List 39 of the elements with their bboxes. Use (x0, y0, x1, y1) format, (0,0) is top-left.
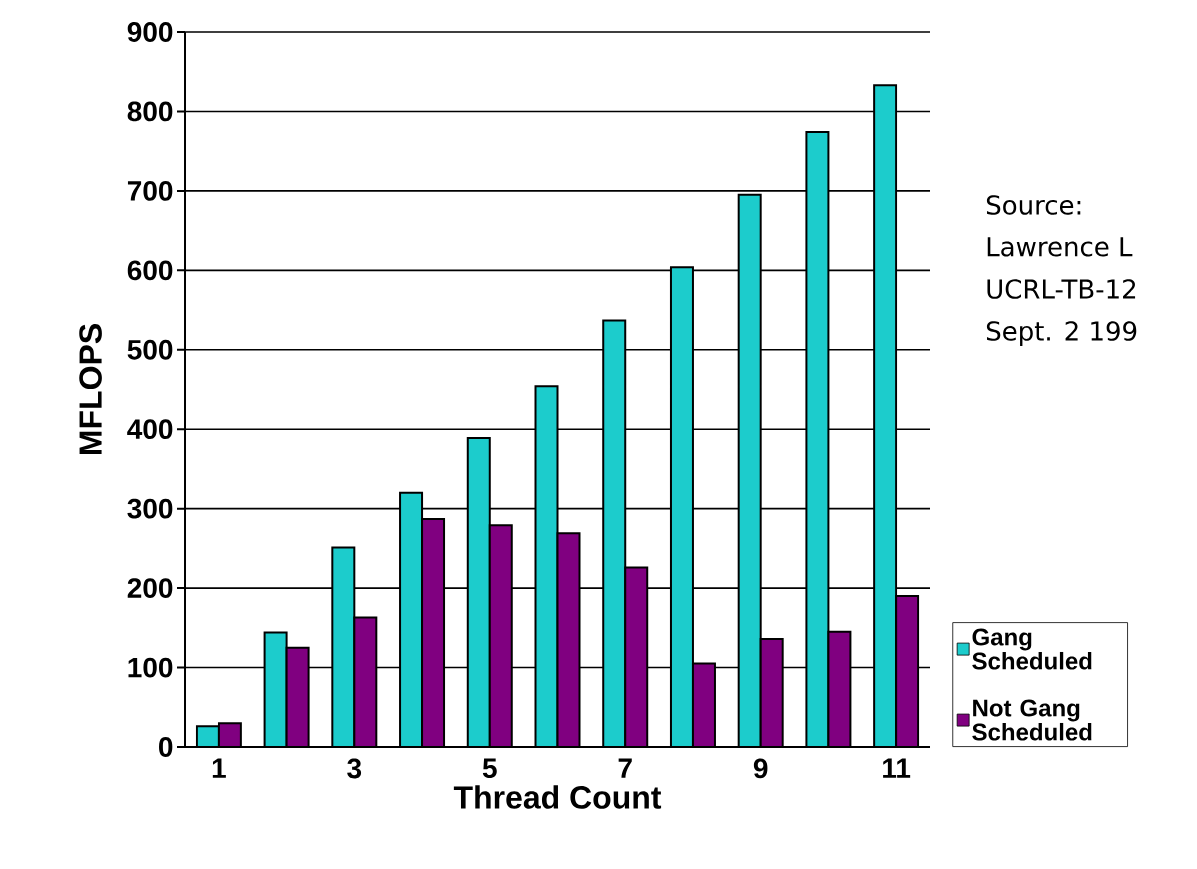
bar (603, 320, 626, 747)
bar (895, 595, 920, 747)
y-tick-label: 100 (128, 657, 173, 678)
y-tick-label: 800 (127, 101, 173, 122)
x-tick-label: 3 (347, 758, 362, 779)
text: Lawrence L (987, 237, 1133, 257)
x-tick-label: 7 (618, 758, 632, 778)
y-tick-label: 500 (127, 339, 173, 360)
x-tick-label: 9 (753, 758, 768, 779)
legend-label: Gang Scheduled (972, 628, 1092, 670)
y-tick-label: 900 (127, 22, 173, 42)
bar (489, 525, 512, 747)
x-axis-title: Thread Count (453, 785, 662, 809)
text: UCRL-TB-12 (987, 279, 1136, 299)
y-tick-label: 200 (127, 578, 173, 599)
text: Sept. 2 199 (986, 321, 1137, 346)
y-axis-title: MFLOPS (79, 324, 102, 455)
y-tick-label: 700 (127, 180, 173, 201)
y-tick-label: 0 (159, 737, 173, 757)
x-tick-label: 11 (883, 758, 911, 778)
bar (670, 267, 693, 747)
bar (400, 492, 423, 747)
bar (535, 386, 558, 747)
bar (354, 617, 377, 747)
bar (422, 518, 445, 747)
bar (806, 132, 829, 747)
legend-label: Not Gang Scheduled (972, 699, 1092, 741)
y-tick-label: 600 (127, 260, 173, 281)
x-tick-label: 5 (482, 758, 497, 779)
bar (557, 533, 580, 747)
source-note: Source: (986, 195, 1081, 215)
y-tick-label: 300 (127, 498, 173, 519)
bar (332, 547, 355, 747)
y-tick-label: 400 (127, 419, 173, 440)
bar (738, 194, 761, 747)
bar (873, 84, 898, 747)
bar (625, 567, 648, 747)
bar (467, 437, 490, 747)
x-tick-label: 1 (212, 758, 226, 778)
